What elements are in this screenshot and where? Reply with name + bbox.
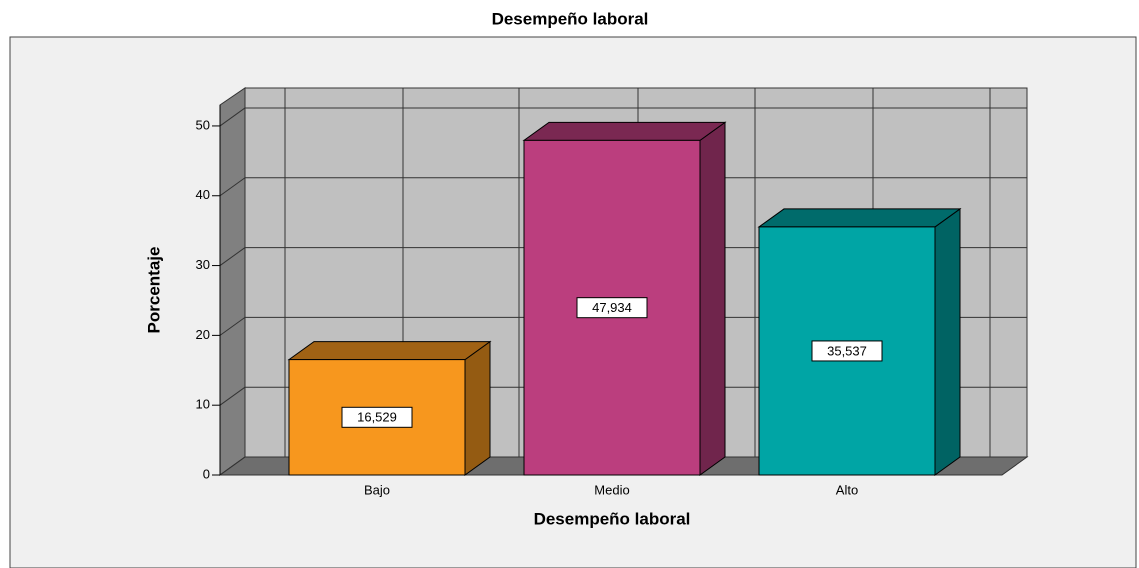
value-label: 35,537	[827, 343, 867, 358]
y-tick-label: 0	[203, 466, 210, 481]
grid-line-side	[219, 456, 246, 476]
grid-line-side	[219, 316, 246, 336]
value-label-box	[576, 297, 648, 319]
grid-line-side	[219, 107, 246, 127]
grid-line-side	[219, 177, 246, 197]
y-tick-label: 50	[196, 117, 210, 132]
x-tick-label: Bajo	[364, 482, 390, 497]
x-axis-label: Desempeño laboral	[534, 509, 691, 528]
y-tick-label: 20	[196, 327, 210, 342]
grid-line-side	[219, 247, 246, 266]
bar-top	[757, 208, 962, 228]
bar-top	[287, 341, 492, 361]
grid-line-side	[219, 386, 246, 406]
value-label-box	[341, 406, 413, 428]
y-axis-label: Porcentaje	[144, 247, 163, 334]
value-label: 47,934	[592, 300, 632, 315]
bar-top	[522, 121, 727, 141]
chart-title: Desempeño laboral	[492, 9, 649, 28]
bar-side	[464, 340, 491, 476]
y-tick-label: 30	[196, 257, 210, 272]
left-wall	[219, 87, 246, 476]
value-label: 16,529	[357, 410, 397, 425]
x-tick-label: Alto	[836, 482, 858, 497]
y-tick-label: 40	[196, 187, 210, 202]
bar-side	[699, 121, 726, 476]
x-tick-label: Medio	[594, 482, 629, 497]
value-label-box	[811, 340, 883, 362]
bar-side	[934, 207, 961, 476]
y-tick-label: 10	[196, 397, 210, 412]
